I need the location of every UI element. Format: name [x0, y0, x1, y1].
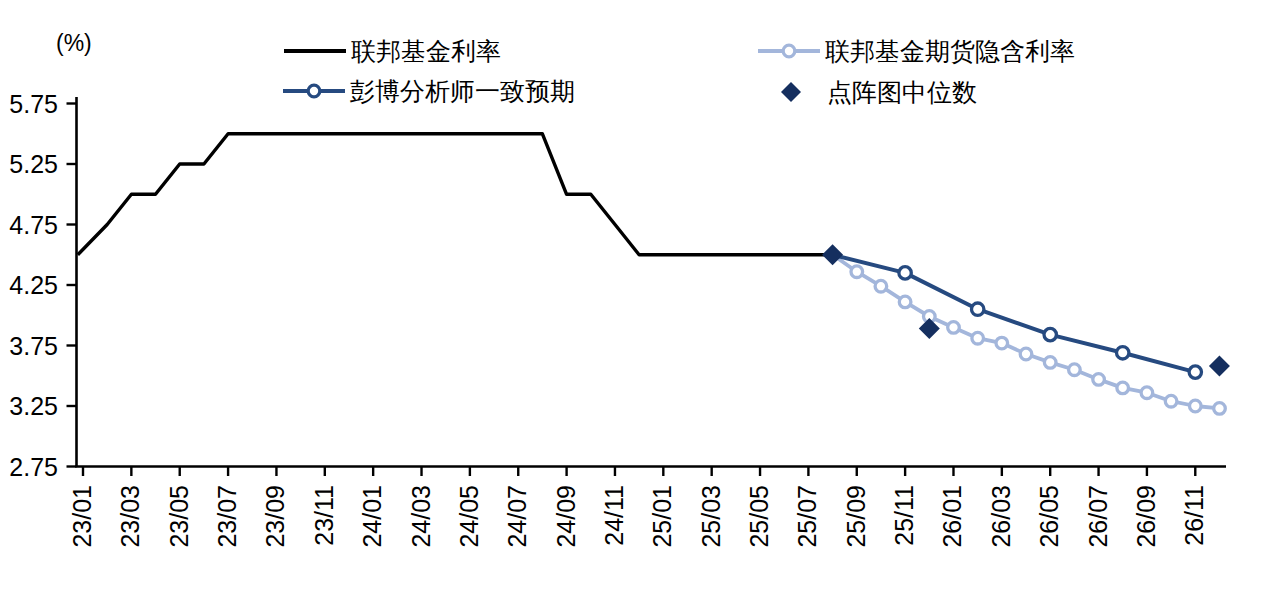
series-line [833, 255, 1220, 409]
x-tick-label: 26/09 [1132, 485, 1160, 548]
x-tick-label: 24/03 [407, 485, 435, 548]
series-marker-circle [1044, 357, 1056, 369]
series-marker-circle [1093, 374, 1105, 386]
y-tick-label: 5.25 [9, 150, 58, 178]
series-line [833, 255, 1196, 372]
series-marker-circle [972, 332, 984, 344]
series-marker-circle [1020, 348, 1032, 360]
series-marker-circle [948, 322, 960, 334]
x-tick-label: 25/07 [793, 485, 821, 548]
x-tick-label: 23/01 [68, 485, 96, 548]
x-tick-label: 24/01 [358, 485, 386, 548]
x-tick-label: 23/05 [165, 485, 193, 548]
series-marker-circle [851, 266, 863, 278]
x-tick-label: 26/05 [1035, 485, 1063, 548]
series-marker-circle [1141, 387, 1153, 399]
x-tick-label: 23/11 [310, 485, 338, 546]
series-marker-circle [899, 296, 911, 308]
series-marker-circle [1214, 403, 1226, 415]
x-tick-label: 26/07 [1084, 485, 1112, 548]
series-marker-circle [1165, 395, 1177, 407]
series-marker-circle [1189, 366, 1201, 378]
x-tick-label: 23/09 [261, 485, 289, 548]
x-tick-label: 26/11 [1180, 485, 1208, 546]
x-tick-label: 25/05 [745, 485, 773, 548]
x-tick-label: 23/07 [213, 485, 241, 548]
x-tick-label: 24/09 [552, 485, 580, 548]
y-tick-label: 2.75 [9, 453, 58, 481]
x-tick-label: 24/05 [455, 485, 483, 548]
y-tick-label: 5.75 [9, 90, 58, 118]
series-marker-circle [1069, 364, 1081, 376]
series-marker-circle [1190, 400, 1202, 412]
series-marker-circle [1117, 382, 1129, 394]
x-tick-label: 26/01 [938, 485, 966, 548]
x-tick-label: 25/09 [842, 485, 870, 548]
fed-funds-rate-forecast-chart: (%) 联邦基金利率 联邦基金期货隐含利率 彭博分析师一致预期 点阵图中位数 5… [0, 0, 1270, 595]
series-marker-circle [899, 267, 911, 279]
y-tick-label: 3.25 [9, 392, 58, 420]
y-tick-label: 4.25 [9, 271, 58, 299]
series-line [78, 134, 833, 255]
series-marker-circle [1044, 328, 1056, 340]
x-tick-label: 26/03 [987, 485, 1015, 548]
x-tick-label: 23/03 [116, 485, 144, 548]
x-tick-label: 25/01 [648, 485, 676, 548]
series-marker-diamond [1209, 356, 1230, 377]
series-marker-circle [996, 337, 1008, 349]
x-tick-label: 24/11 [600, 485, 628, 546]
series-marker-circle [875, 280, 887, 292]
x-tick-label: 24/07 [503, 485, 531, 548]
chart-plot-area: 5.75 5.25 4.75 4.25 3.75 3.25 2.75 23/01 23/03 23… [0, 0, 1270, 595]
series-marker-circle [1117, 347, 1129, 359]
x-tick-label: 25/11 [890, 485, 918, 546]
series-marker-circle [972, 303, 984, 315]
y-tick-label: 3.75 [9, 332, 58, 360]
x-tick-label: 25/03 [697, 485, 725, 548]
y-tick-label: 4.75 [9, 211, 58, 239]
